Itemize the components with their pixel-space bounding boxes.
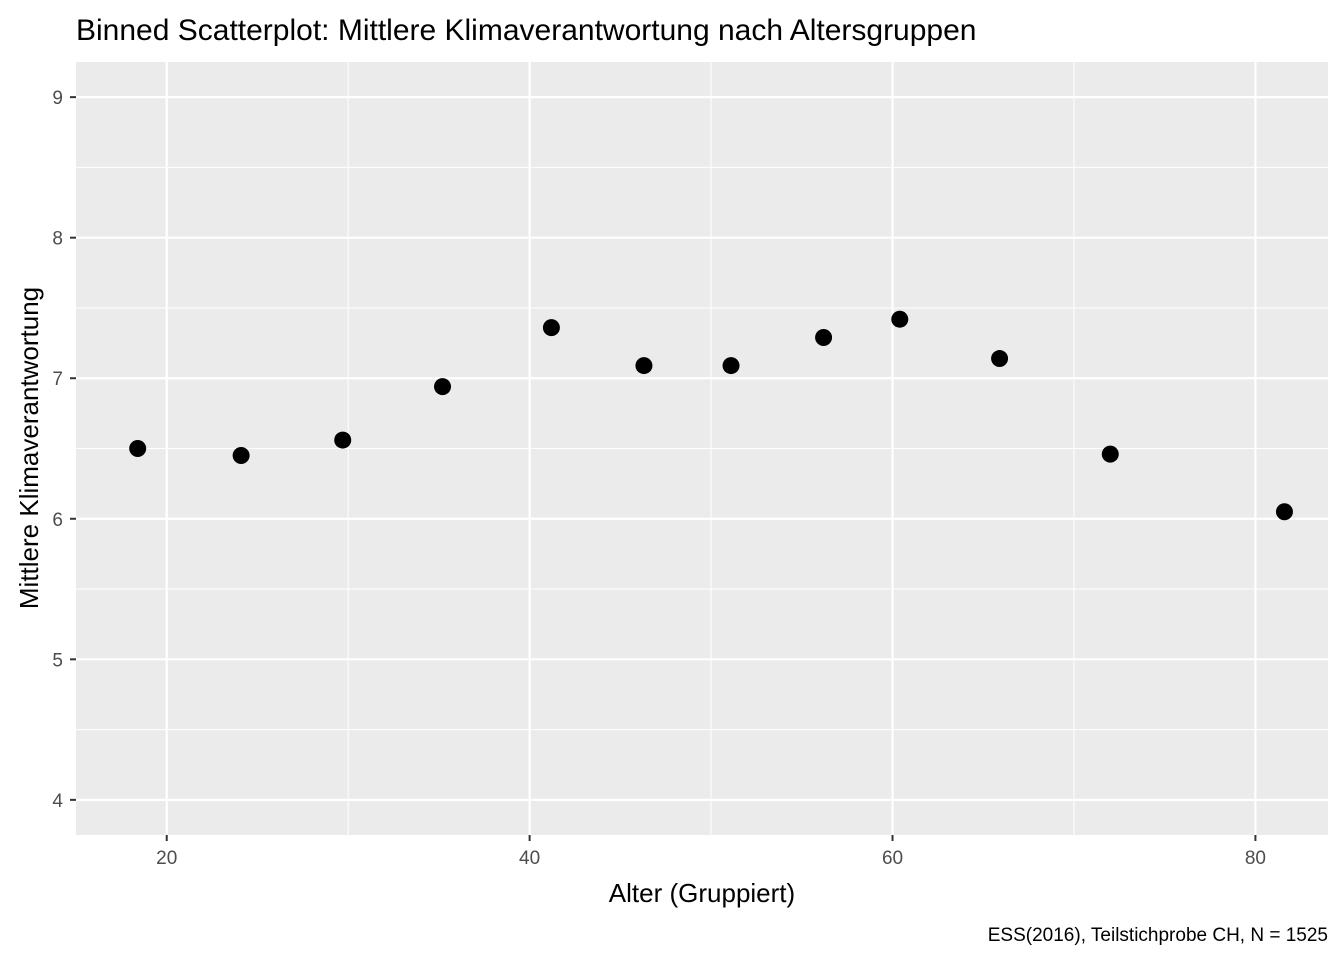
y-tick-label: 7: [52, 369, 63, 390]
data-point: [1275, 503, 1293, 521]
x-axis-title: Alter (Gruppiert): [609, 878, 795, 908]
data-point: [815, 328, 833, 346]
y-tick-label: 6: [52, 510, 63, 531]
x-tick-label: 60: [882, 848, 903, 869]
data-point: [891, 310, 909, 328]
chart-title: Binned Scatterplot: Mittlere Klimaverant…: [76, 14, 976, 47]
data-point: [1101, 445, 1119, 463]
data-point: [334, 431, 352, 449]
chart-caption: ESS(2016), Teilstichprobe CH, N = 1525: [988, 925, 1328, 946]
grid-minor-lines: [76, 62, 1328, 835]
y-tick-label: 9: [52, 88, 63, 109]
y-tick-label: 5: [52, 650, 63, 671]
data-point: [232, 447, 250, 465]
y-tick-label: 8: [52, 229, 63, 250]
y-axis-title: Mittlere Klimaverantwortung: [14, 287, 44, 609]
y-axis-ticks: 4 5 6 7 8 9: [52, 88, 76, 812]
x-tick-label: 80: [1245, 848, 1266, 869]
x-tick-label: 20: [156, 848, 177, 869]
data-point: [542, 319, 560, 337]
data-points: [129, 310, 1293, 521]
data-point: [434, 378, 452, 396]
data-point: [991, 350, 1009, 368]
data-point: [129, 440, 147, 457]
grid-major-lines: [76, 62, 1328, 835]
data-point: [722, 357, 740, 375]
x-axis-ticks: 20 40 60 80: [156, 835, 1266, 869]
data-point: [635, 357, 653, 375]
y-tick-label: 4: [52, 791, 63, 812]
x-tick-label: 40: [519, 848, 540, 869]
